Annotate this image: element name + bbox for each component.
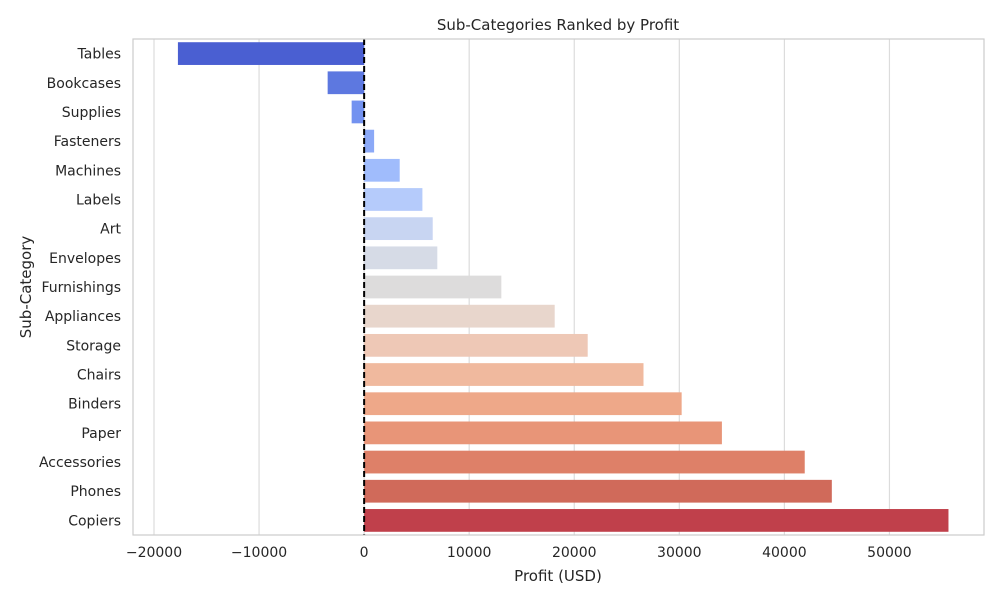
bar-copiers bbox=[364, 509, 949, 532]
y-tick-label: Supplies bbox=[62, 105, 121, 121]
x-tick-label: −10000 bbox=[231, 545, 287, 561]
x-tick-label: 20000 bbox=[552, 545, 597, 561]
y-tick-label: Art bbox=[100, 222, 121, 238]
bar-paper bbox=[364, 421, 722, 445]
bar-furnishings bbox=[364, 275, 502, 299]
x-tick-label: 40000 bbox=[762, 545, 807, 561]
y-tick-label: Fasteners bbox=[54, 134, 121, 150]
bar-machines bbox=[364, 158, 400, 182]
x-tick-label: 0 bbox=[360, 545, 369, 561]
bars bbox=[177, 42, 949, 532]
bar-tables bbox=[177, 42, 365, 65]
bar-supplies bbox=[351, 100, 365, 124]
x-tick-label: 30000 bbox=[657, 545, 702, 561]
y-axis-ticks: Tables Bookcases Supplies Fasteners Machines… bbox=[39, 47, 122, 530]
plot-frame bbox=[132, 38, 985, 536]
x-tick-label: −20000 bbox=[126, 545, 182, 561]
bar-accessories bbox=[364, 450, 805, 474]
bar-labels bbox=[364, 188, 423, 211]
y-tick-label: Chairs bbox=[77, 368, 121, 384]
y-tick-label: Accessories bbox=[39, 455, 121, 471]
y-tick-label: Paper bbox=[81, 426, 121, 442]
bar-bookcases bbox=[327, 71, 365, 95]
bar-binders bbox=[364, 392, 682, 416]
x-tick-label: 50000 bbox=[867, 545, 912, 561]
y-tick-label: Labels bbox=[76, 192, 121, 208]
bar-phones bbox=[364, 479, 832, 503]
bar-storage bbox=[364, 333, 588, 357]
bar-envelopes bbox=[364, 246, 438, 270]
y-tick-label: Phones bbox=[70, 484, 121, 500]
y-tick-label: Tables bbox=[77, 47, 122, 63]
y-tick-label: Binders bbox=[68, 397, 121, 413]
x-axis-label: Profit (USD) bbox=[514, 567, 602, 585]
bar-fasteners bbox=[364, 129, 375, 153]
y-tick-label: Copiers bbox=[68, 513, 121, 529]
y-tick-label: Appliances bbox=[45, 309, 121, 325]
y-tick-label: Storage bbox=[66, 338, 121, 354]
chart-title: Sub-Categories Ranked by Profit bbox=[437, 16, 679, 34]
y-tick-label: Furnishings bbox=[41, 280, 121, 296]
y-tick-label: Machines bbox=[55, 163, 121, 179]
bar-chairs bbox=[364, 363, 644, 386]
y-tick-label: Bookcases bbox=[47, 76, 121, 92]
bar-art bbox=[364, 217, 433, 241]
x-tick-label: 10000 bbox=[447, 545, 492, 561]
y-axis-label: Sub-Category bbox=[17, 236, 35, 339]
y-tick-label: Envelopes bbox=[49, 251, 121, 267]
bar-appliances bbox=[364, 304, 555, 328]
x-axis-ticks: −20000 −10000 0 10000 20000 30000 40000 50000 bbox=[126, 545, 912, 561]
